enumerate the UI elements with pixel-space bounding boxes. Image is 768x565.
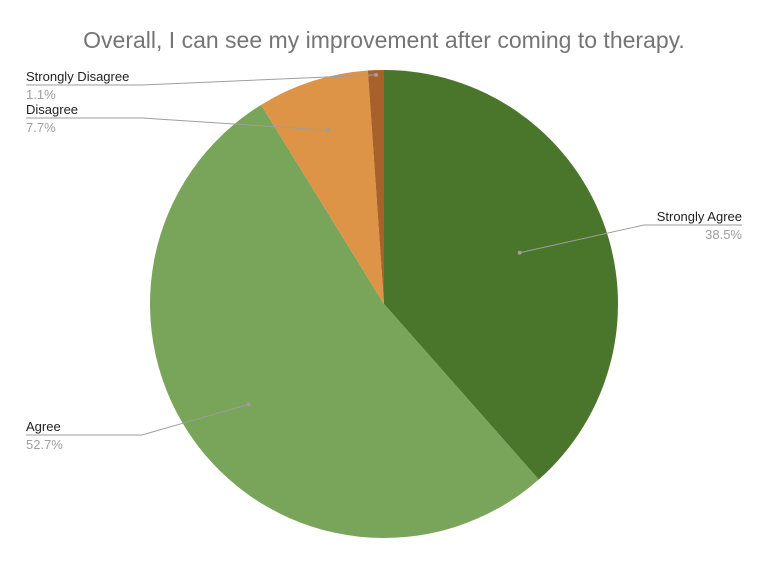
slice-percentage: 1.1%: [26, 87, 56, 102]
slice-label: Disagree: [26, 102, 78, 117]
leader-dot: [374, 72, 379, 77]
slice-percentage: 52.7%: [26, 437, 63, 452]
slice-percentage: 7.7%: [26, 120, 56, 135]
slice-label: Agree: [26, 419, 61, 434]
leader-line: [519, 224, 742, 254]
leader-dot: [246, 402, 251, 407]
leader-line: [26, 117, 329, 131]
pie-slice-strongly-agree: [384, 70, 619, 480]
leader-dot: [517, 250, 522, 255]
pie-slices: [150, 70, 619, 538]
slice-label: Strongly Agree: [657, 209, 742, 224]
slice-labels: Strongly Agree 38.5% Agree 52.7% Disagree 7.7…: [26, 69, 742, 452]
leader-line: [26, 74, 377, 86]
leader-line: [26, 403, 249, 436]
pie-slice-disagree: [261, 70, 384, 304]
pie-slice-agree: [150, 104, 539, 538]
leader-dot: [326, 128, 331, 133]
chart-title: Overall, I can see my improvement after …: [83, 27, 685, 53]
pie-slice-strongly-disagree: [367, 70, 384, 304]
slice-percentage: 38.5%: [705, 227, 742, 242]
slice-label: Strongly Disagree: [26, 69, 129, 84]
